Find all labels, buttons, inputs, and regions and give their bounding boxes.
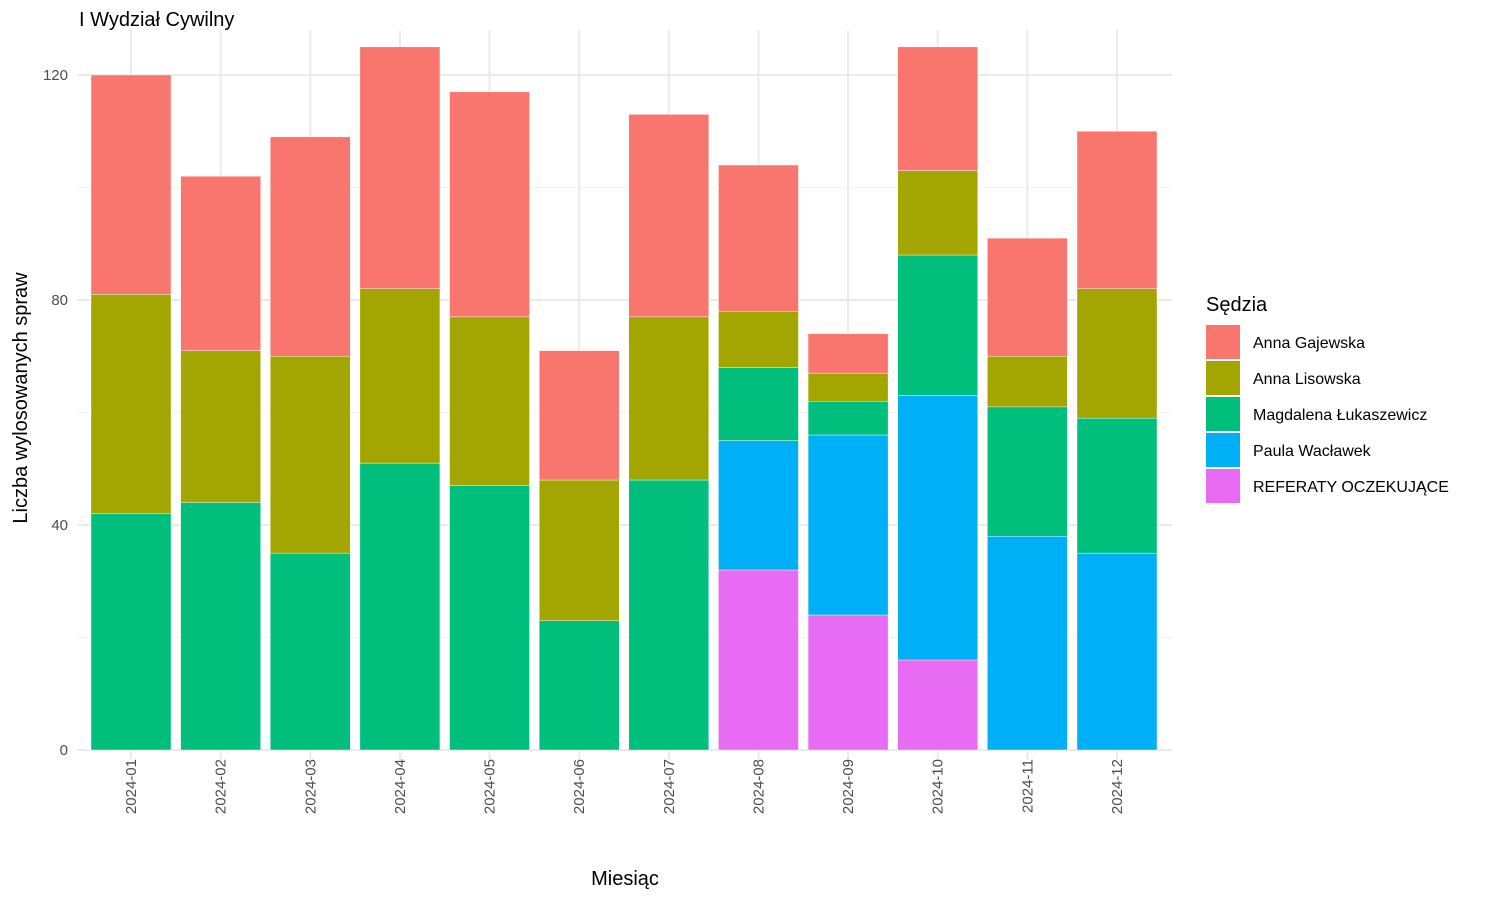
x-tick-label: 2024-11: [1019, 759, 1036, 813]
x-tick-label: 2024-08: [750, 759, 767, 814]
bar-segment: [807, 401, 889, 436]
x-tick-label: 2024-04: [392, 759, 409, 814]
bar-segment: [538, 350, 620, 481]
bars: [90, 46, 1158, 751]
chart-title: I Wydział Cywilny: [79, 9, 234, 31]
bar-segment: [359, 46, 441, 289]
legend-title: Sędzia: [1206, 294, 1268, 316]
bar-segment: [897, 170, 978, 256]
bar-segment: [987, 536, 1068, 751]
bar-segment: [718, 367, 799, 441]
x-tick-label: 2024-12: [1109, 759, 1126, 814]
bar-segment: [180, 502, 261, 751]
legend-label: Paula Wacławek: [1253, 443, 1372, 460]
bar-segment: [897, 254, 978, 396]
y-tick-label: 80: [51, 292, 68, 309]
legend-swatch: [1206, 361, 1240, 395]
bar-segment: [1076, 131, 1158, 289]
bar-segment: [628, 316, 710, 481]
bar-segment: [449, 485, 530, 751]
legend-label: Anna Gajewska: [1253, 335, 1365, 352]
bar-segment: [90, 513, 172, 751]
bar-segment: [628, 479, 710, 751]
y-axis-ticks: 0 40 80 120: [43, 67, 68, 759]
bar-segment: [897, 395, 978, 661]
bar-segment: [270, 356, 351, 554]
bar-segment: [987, 237, 1068, 357]
bar-segment: [897, 46, 978, 171]
y-tick-label: 120: [43, 67, 68, 84]
bar-segment: [718, 164, 799, 312]
bar-segment: [270, 552, 351, 751]
legend-label: Magdalena Łukaszewicz: [1253, 407, 1427, 424]
legend-swatch: [1206, 397, 1240, 431]
x-axis-label: Miesiąc: [591, 868, 659, 890]
bar-segment: [987, 406, 1068, 537]
x-tick-label: 2024-09: [840, 759, 857, 814]
bar-segment: [1076, 552, 1158, 751]
bar-segment: [987, 356, 1068, 408]
bar-segment: [897, 659, 978, 751]
bar-segment: [718, 440, 799, 571]
y-axis-label: Liczba wylosowanych spraw: [10, 272, 32, 524]
legend-label: Anna Lisowska: [1253, 371, 1361, 388]
bar-segment: [628, 114, 710, 318]
bar-segment: [1076, 288, 1158, 419]
bar-segment: [807, 614, 889, 751]
x-tick-label: 2024-06: [571, 759, 588, 814]
bar-segment: [538, 479, 620, 621]
x-tick-label: 2024-05: [482, 759, 499, 814]
bar-segment: [807, 434, 889, 616]
bar-segment: [449, 316, 530, 486]
bar-segment: [359, 462, 441, 751]
bar-segment: [807, 372, 889, 402]
x-tick-label: 2024-07: [661, 759, 678, 814]
x-axis-ticks: 2024-01 2024-02 2024-03 2024-04 2024-05 2024-…: [123, 759, 1126, 814]
bar-segment: [718, 569, 799, 751]
bar-segment: [1076, 417, 1158, 554]
bar-segment: [180, 350, 261, 503]
bar-segment: [718, 311, 799, 368]
x-tick-label: 2024-10: [930, 759, 947, 814]
y-tick-label: 0: [60, 742, 68, 759]
bar-segment: [359, 288, 441, 464]
bar-segment: [449, 91, 530, 318]
bar-segment: [90, 74, 172, 295]
legend-swatch: [1206, 469, 1240, 503]
bar-segment: [807, 333, 889, 374]
y-tick-label: 40: [51, 517, 68, 534]
x-tick-label: 2024-02: [213, 759, 230, 814]
bar-segment: [90, 294, 172, 514]
bar-segment: [538, 620, 620, 751]
legend: Sędzia Anna Gajewska Anna Lisowska Magdale…: [1206, 294, 1449, 503]
legend-swatch: [1206, 433, 1240, 467]
bar-segment: [270, 136, 351, 357]
bar-segment: [180, 176, 261, 351]
x-tick-label: 2024-03: [302, 759, 319, 814]
x-tick-label: 2024-01: [123, 759, 140, 814]
legend-swatch: [1206, 325, 1240, 359]
legend-label: REFERATY OCZEKUJĄCE: [1253, 479, 1449, 496]
